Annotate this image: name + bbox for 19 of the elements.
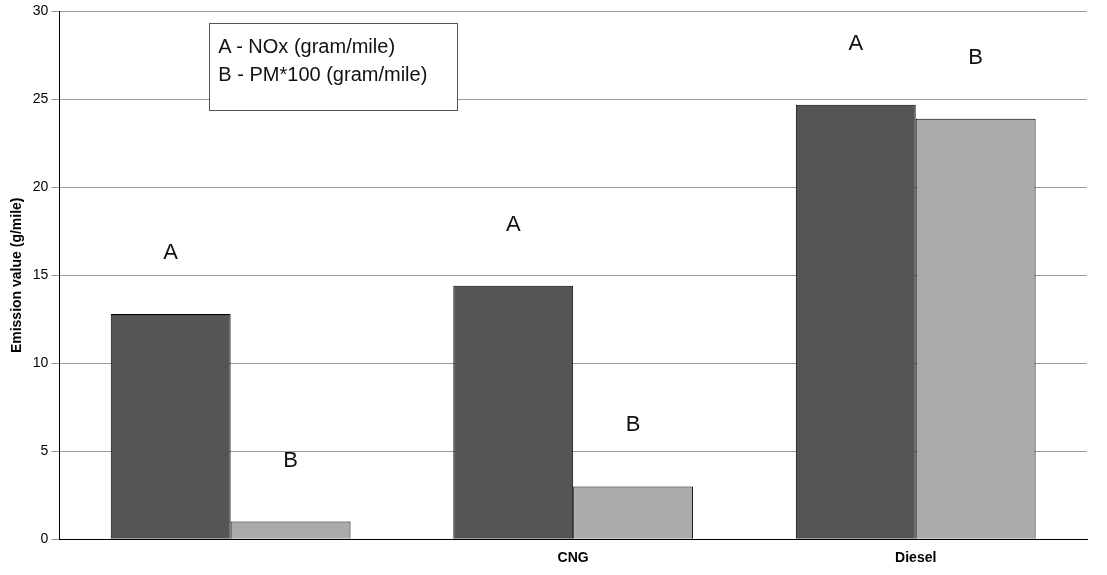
y-tick-label: 20	[32, 178, 49, 195]
y-tick-label: 0	[40, 530, 49, 547]
x-tick-label: CNG	[557, 549, 589, 566]
text: A	[848, 29, 864, 55]
y-tick-label: 15	[32, 266, 49, 283]
text: A	[163, 239, 179, 265]
note-box: A - NOx (gram/mile) B - PM*100 (gram/mile)	[209, 23, 459, 112]
y-tick-label: 25	[32, 90, 49, 107]
y-tick-label: 5	[40, 442, 49, 459]
y-tick-label: 30	[32, 2, 49, 19]
y-axis-title: Emission value (g/mile)	[8, 197, 25, 354]
y-tick-label: 10	[32, 354, 49, 371]
text: B	[968, 43, 984, 69]
annotation: A - NOx (gram/mile)	[218, 34, 397, 60]
text: B	[625, 411, 641, 437]
annotation: B - PM*100 (gram/mile)	[218, 62, 428, 88]
text: A	[505, 210, 521, 236]
x-tick-label: Diesel	[895, 549, 937, 566]
text: B	[283, 446, 298, 472]
